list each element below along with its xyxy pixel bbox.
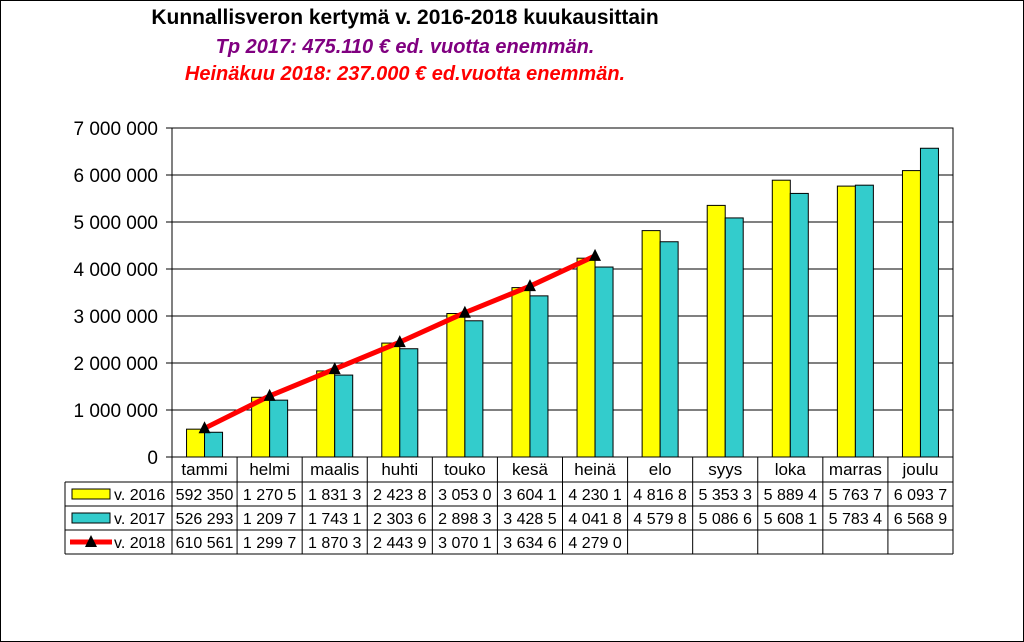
data-table-cell: 1 299 7	[243, 535, 296, 552]
data-table-cell: 4 041 8	[568, 511, 621, 528]
bar-v2016	[706, 204, 726, 458]
y-tick-label: 7 000 000	[73, 119, 158, 140]
bar-v2016	[511, 287, 531, 458]
category-label: elo	[649, 460, 672, 479]
marker-v2018	[393, 335, 406, 348]
data-table-cell: 6 093 7	[894, 487, 947, 504]
series-name: v. 2017	[114, 511, 165, 528]
bar-v2016	[771, 179, 791, 458]
data-table-cell: 3 604 1	[503, 487, 556, 504]
category-label: marras	[829, 460, 882, 479]
y-tick-label: 1 000 000	[73, 401, 158, 422]
data-table-cell: 2 443 9	[373, 535, 426, 552]
data-table-cell: 3 053 0	[438, 487, 491, 504]
data-table-cell: 5 353 3	[699, 487, 752, 504]
y-tick-label: 2 000 000	[73, 354, 158, 375]
data-table-cell: 4 230 1	[568, 487, 621, 504]
bar-v2016	[576, 257, 596, 458]
marker-v2018	[589, 248, 602, 261]
category-label: heinä	[574, 460, 616, 479]
data-table-cell: 4 579 8	[633, 511, 686, 528]
data-table-cell: 5 889 4	[764, 487, 817, 504]
bar-v2017	[269, 399, 289, 458]
data-table-cell: 2 898 3	[438, 511, 491, 528]
bar-v2016	[836, 185, 856, 458]
bar-v2017	[659, 241, 679, 458]
y-tick-label: 0	[147, 448, 158, 469]
data-table-cell: 1 870 3	[308, 535, 361, 552]
chart-subtitle-month: Heinäkuu 2018: 237.000 € ed.vuotta enemm…	[184, 63, 626, 85]
y-tick-label: 5 000 000	[73, 213, 158, 234]
data-table-cell: 1 743 1	[308, 511, 361, 528]
data-table-cell: 5 783 4	[829, 511, 882, 528]
data-table-cell: 1 831 3	[308, 487, 361, 504]
bar-v2017	[789, 192, 809, 458]
bar-v2017	[399, 348, 419, 458]
bar-v2017	[204, 431, 224, 458]
bar-v2017	[334, 374, 354, 458]
data-table-cell: 5 086 6	[699, 511, 752, 528]
bar-v2017	[464, 320, 484, 458]
y-tick-label: 6 000 000	[73, 166, 158, 187]
bar-v2017	[594, 266, 614, 458]
chart-title: Kunnallisveron kertymä v. 2016-2018 kuuk…	[151, 6, 659, 29]
data-table-cell: 1 209 7	[243, 511, 296, 528]
bar-v2016	[186, 428, 206, 458]
bar-v2017	[724, 217, 744, 458]
series-name: v. 2016	[114, 487, 165, 504]
bar-v2016	[381, 342, 401, 458]
category-label: syys	[708, 460, 742, 479]
category-label: kesä	[512, 460, 548, 479]
data-table-cell: 5 608 1	[764, 511, 817, 528]
category-label: tammi	[181, 460, 227, 479]
marker-v2018	[523, 279, 536, 292]
data-table-cell: 3 428 5	[503, 511, 556, 528]
data-table-cell: 4 279 0	[568, 535, 621, 552]
bar-v2017	[529, 295, 549, 458]
data-table-cell: 4 816 8	[633, 487, 686, 504]
data-table-cell: 1 270 5	[243, 487, 296, 504]
data-table-cell: 6 568 9	[894, 511, 947, 528]
bar-v2017	[854, 184, 874, 458]
category-label: helmi	[249, 460, 290, 479]
data-table-cell: 2 303 6	[373, 511, 426, 528]
chart-subtitle-total: Tp 2017: 475.110 € ed. vuotta enemmän.	[215, 36, 595, 58]
legend-key-v2016	[71, 488, 111, 500]
category-label: huhti	[381, 460, 418, 479]
category-label: joulu	[901, 460, 938, 479]
bar-v2016	[446, 313, 466, 458]
legend-key-v2017	[71, 512, 111, 524]
y-tick-label: 3 000 000	[73, 307, 158, 328]
bar-v2016	[316, 370, 336, 458]
marker-v2018	[458, 305, 471, 318]
y-tick-label: 4 000 000	[73, 260, 158, 281]
category-label: maalis	[310, 460, 359, 479]
category-label: loka	[775, 460, 807, 479]
bar-v2017	[919, 147, 939, 458]
data-table-cell: 5 763 7	[829, 487, 882, 504]
data-table-cell: 592 350	[176, 487, 234, 504]
bar-v2016	[901, 170, 921, 458]
bar-v2016	[641, 230, 661, 458]
data-table-cell: 2 423 8	[373, 487, 426, 504]
marker-v2018	[198, 421, 211, 434]
series-name: v. 2018	[114, 535, 165, 552]
data-table-cell: 3 070 1	[438, 535, 491, 552]
data-table-cell: 3 634 6	[503, 535, 556, 552]
plot-area	[172, 128, 953, 457]
marker-v2018	[263, 388, 276, 401]
legend-marker-v2018	[85, 535, 97, 547]
data-table-cell: 526 293	[176, 511, 234, 528]
marker-v2018	[328, 362, 341, 375]
data-table-cell: 610 561	[176, 535, 234, 552]
category-label: touko	[444, 460, 486, 479]
